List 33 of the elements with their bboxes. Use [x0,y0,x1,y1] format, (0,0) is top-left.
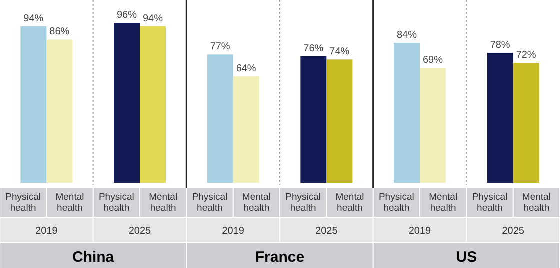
x-tick-label: Physical health [98,192,134,214]
data-label: 84% [396,30,418,41]
data-label: 74% [330,46,350,58]
data-label: 72% [516,50,536,61]
data-label: 86% [50,26,70,38]
x-tick-label: Mental health [56,192,84,214]
text: US [456,249,478,266]
x-tick-label: Mental health [149,192,178,214]
x-tick-label: Mental health [336,192,364,214]
x-tick-label: Physical health [378,192,414,214]
text: 2025 [316,226,338,237]
data-label: 77% [210,42,230,53]
data-label: 96% [116,10,138,21]
x-tick-label: Mental health [242,192,271,214]
x-tick-label: Physical health [472,192,508,214]
text: 2025 [128,226,152,237]
x-tick-label: Physical health [6,192,42,214]
data-label: 94% [142,13,164,24]
text: 2019 [222,226,245,237]
x-tick-label: Physical health [192,192,228,214]
data-label: 76% [304,43,324,54]
text: China [72,249,115,266]
data-label: 78% [490,40,510,51]
text: 2019 [36,226,58,237]
x-tick-label: Mental health [429,192,458,214]
data-label: 64% [236,63,256,74]
text: 2025 [502,226,525,237]
text: France [255,249,305,266]
text: 2019 [408,226,432,237]
x-tick-label: Mental health [522,192,551,214]
x-tick-label: Physical health [286,192,322,214]
data-label: 94% [24,13,44,24]
data-label: 69% [422,55,444,66]
